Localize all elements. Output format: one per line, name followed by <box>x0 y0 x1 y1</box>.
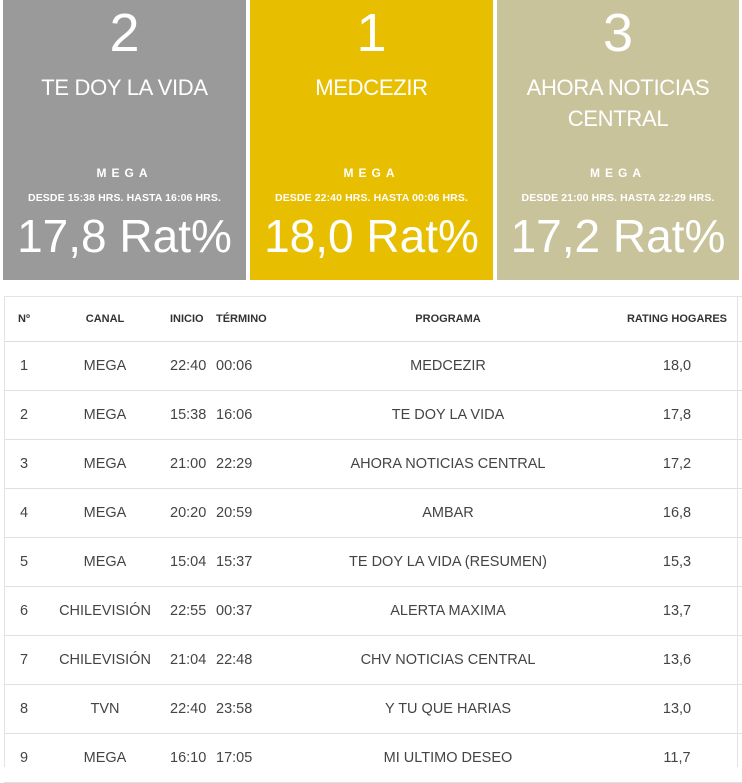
row-end: 22:29 <box>216 439 284 489</box>
header-end: TÉRMINO <box>216 296 284 342</box>
card-rank: 1 <box>356 3 387 63</box>
card-channel: MEGA <box>96 166 153 180</box>
table-header-row: Nº CANAL INICIO TÉRMINO PROGRAMA RATING … <box>4 296 742 342</box>
row-channel: MEGA <box>44 733 166 783</box>
table-row[interactable]: 7 CHILEVISIÓN 21:04 22:48 CHV NOTICIAS C… <box>4 635 742 685</box>
row-program: MI ULTIMO DESEO <box>284 733 612 783</box>
header-start: INICIO <box>166 296 216 342</box>
row-program: AMBAR <box>284 488 612 538</box>
row-channel: MEGA <box>44 439 166 489</box>
row-start: 21:04 <box>166 635 216 685</box>
row-number: 2 <box>4 390 44 440</box>
row-number: 8 <box>4 684 44 734</box>
row-end: 16:06 <box>216 390 284 440</box>
row-end: 00:06 <box>216 341 284 391</box>
row-rating: 18,0 <box>612 341 742 391</box>
row-program: AHORA NOTICIAS CENTRAL <box>284 439 612 489</box>
header-channel: CANAL <box>44 296 166 342</box>
row-rating: 17,8 <box>612 390 742 440</box>
row-start: 20:20 <box>166 488 216 538</box>
row-number: 7 <box>4 635 44 685</box>
row-number: 6 <box>4 586 44 636</box>
row-number: 4 <box>4 488 44 538</box>
card-rank: 2 <box>109 3 140 63</box>
card-time-range: DESDE 15:38 HRS. HASTA 16:06 HRS. <box>28 192 221 204</box>
card-program-title: MEDCEZIR <box>315 75 428 100</box>
card-rank: 3 <box>602 3 634 63</box>
row-start: 22:40 <box>166 684 216 734</box>
row-start: 15:38 <box>166 390 216 440</box>
row-number: 1 <box>4 341 44 391</box>
card-rating: 17,2 Rat% <box>510 210 726 262</box>
row-end: 22:48 <box>216 635 284 685</box>
ratings-table: Nº CANAL INICIO TÉRMINO PROGRAMA RATING … <box>4 296 742 783</box>
row-end: 20:59 <box>216 488 284 538</box>
card-rating: 17,8 Rat% <box>17 210 232 262</box>
row-end: 17:05 <box>216 733 284 783</box>
row-start: 21:00 <box>166 439 216 489</box>
row-rating: 13,7 <box>612 586 742 636</box>
row-rating: 16,8 <box>612 488 742 538</box>
row-start: 22:40 <box>166 341 216 391</box>
table-row[interactable]: 6 CHILEVISIÓN 22:55 00:37 ALERTA MAXIMA … <box>4 586 742 636</box>
row-end: 00:37 <box>216 586 284 636</box>
table-row[interactable]: 3 MEGA 21:00 22:29 AHORA NOTICIAS CENTRA… <box>4 439 742 489</box>
row-channel: CHILEVISIÓN <box>44 586 166 636</box>
card-rating: 18,0 Rat% <box>264 210 479 262</box>
row-start: 16:10 <box>166 733 216 783</box>
ranking-card-1[interactable]: 1 MEDCEZIR MEGA DESDE 22:40 HRS. HASTA 0… <box>250 0 493 280</box>
row-program: TE DOY LA VIDA <box>284 390 612 440</box>
row-number: 9 <box>4 733 44 783</box>
row-program: TE DOY LA VIDA (RESUMEN) <box>284 537 612 587</box>
row-program: MEDCEZIR <box>284 341 612 391</box>
card-channel: MEGA <box>590 166 646 180</box>
table-row[interactable]: 4 MEGA 20:20 20:59 AMBAR 16,8 <box>4 488 742 538</box>
card-program-title: TE DOY LA VIDA <box>41 75 208 100</box>
card-program-title: AHORA NOTICIAS CENTRAL <box>526 75 710 131</box>
top-three-cards: 2 TE DOY LA VIDA MEGA DESDE 15:38 HRS. H… <box>0 0 742 280</box>
table-row[interactable]: 2 MEGA 15:38 16:06 TE DOY LA VIDA 17,8 <box>4 390 742 440</box>
row-channel: TVN <box>44 684 166 734</box>
row-channel: MEGA <box>44 488 166 538</box>
row-rating: 13,0 <box>612 684 742 734</box>
table-row[interactable]: 5 MEGA 15:04 15:37 TE DOY LA VIDA (RESUM… <box>4 537 742 587</box>
row-number: 5 <box>4 537 44 587</box>
header-number: Nº <box>4 296 44 342</box>
row-rating: 15,3 <box>612 537 742 587</box>
row-number: 3 <box>4 439 44 489</box>
table-row[interactable]: 1 MEGA 22:40 00:06 MEDCEZIR 18,0 <box>4 341 742 391</box>
row-rating: 11,7 <box>612 733 742 783</box>
table-row[interactable]: 8 TVN 22:40 23:58 Y TU QUE HARIAS 13,0 <box>4 684 742 734</box>
row-channel: MEGA <box>44 341 166 391</box>
card-channel: MEGA <box>343 166 400 180</box>
header-program: PROGRAMA <box>284 296 612 342</box>
ranking-card-2[interactable]: 2 TE DOY LA VIDA MEGA DESDE 15:38 HRS. H… <box>3 0 246 280</box>
row-rating: 13,6 <box>612 635 742 685</box>
row-end: 23:58 <box>216 684 284 734</box>
table-row[interactable]: 9 MEGA 16:10 17:05 MI ULTIMO DESEO 11,7 <box>4 733 742 783</box>
row-rating: 17,2 <box>612 439 742 489</box>
row-channel: MEGA <box>44 537 166 587</box>
card-time-range: DESDE 21:00 HRS. HASTA 22:29 HRS. <box>521 192 715 204</box>
row-channel: MEGA <box>44 390 166 440</box>
row-program: CHV NOTICIAS CENTRAL <box>284 635 612 685</box>
row-end: 15:37 <box>216 537 284 587</box>
header-rating: RATING HOGARES <box>612 296 742 342</box>
row-start: 22:55 <box>166 586 216 636</box>
card-time-range: DESDE 22:40 HRS. HASTA 00:06 HRS. <box>275 192 468 204</box>
ranking-card-3[interactable]: 3 AHORA NOTICIAS CENTRAL MEGA DESDE 21:0… <box>497 0 739 280</box>
row-start: 15:04 <box>166 537 216 587</box>
row-channel: CHILEVISIÓN <box>44 635 166 685</box>
row-program: ALERTA MAXIMA <box>284 586 612 636</box>
row-program: Y TU QUE HARIAS <box>284 684 612 734</box>
